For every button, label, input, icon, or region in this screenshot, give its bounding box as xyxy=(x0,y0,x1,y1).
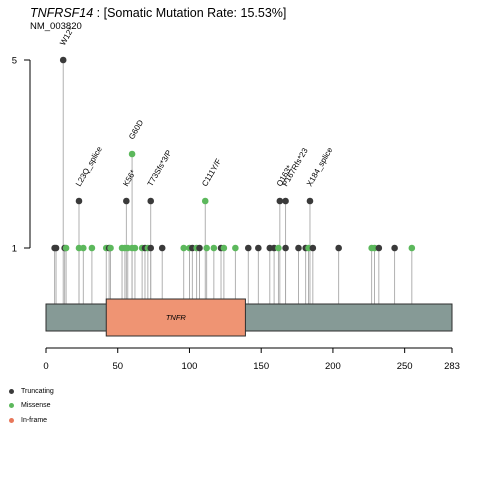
mutation-point xyxy=(220,244,228,252)
mutation-point xyxy=(59,56,67,64)
mutation-point xyxy=(275,244,282,252)
mutation-point xyxy=(158,244,166,252)
domain-box xyxy=(105,298,246,337)
mutation-point xyxy=(309,244,317,252)
mutation-point xyxy=(375,244,383,252)
mutation-point xyxy=(210,244,218,252)
mutation-point xyxy=(306,197,314,205)
legend: Truncating Missense In-frame xyxy=(9,384,54,428)
mutation-label: K56* xyxy=(121,168,137,188)
title-gene: TNFRSF14 xyxy=(30,6,94,20)
mutation-point xyxy=(335,244,342,252)
y-axis: 15 xyxy=(12,56,31,255)
mutation-points xyxy=(51,56,416,252)
protein-track: TNFR xyxy=(45,298,453,337)
mutation-label: G60D xyxy=(127,118,145,141)
mutation-point xyxy=(391,244,398,252)
mutation-point xyxy=(196,244,203,252)
x-axis: 0 50 100 150 200 250 283 xyxy=(43,347,460,372)
stems xyxy=(54,60,413,304)
mutation-label: L23Q_splice xyxy=(74,145,104,188)
mutation-point xyxy=(128,150,136,158)
mutation-point xyxy=(75,197,83,205)
mutation-point xyxy=(88,244,96,252)
x-tick-label: 50 xyxy=(112,361,123,372)
legend-label-truncating: Truncating xyxy=(21,387,54,395)
mutation-label: W12* xyxy=(58,26,76,47)
x-tick-label: 0 xyxy=(43,361,48,372)
legend-label-inframe: In-frame xyxy=(21,416,48,424)
mutation-point xyxy=(123,197,130,205)
mutation-point xyxy=(52,244,60,252)
mutation-point xyxy=(408,244,416,252)
legend-swatch-missense xyxy=(9,403,14,409)
legend-item-missense: Missense xyxy=(9,399,54,414)
mutation-point xyxy=(147,197,155,205)
mutation-point xyxy=(201,197,209,205)
x-tick-label: 250 xyxy=(397,361,413,372)
mutation-point xyxy=(282,244,289,252)
mutation-point xyxy=(295,244,302,252)
mutation-point xyxy=(147,244,155,252)
mutation-label: C111Y/F xyxy=(200,157,223,188)
mutation-point xyxy=(203,244,210,252)
x-tick-label: 100 xyxy=(182,361,198,372)
mutation-label: X184_splice xyxy=(305,145,335,188)
legend-swatch-truncating xyxy=(9,388,14,394)
mutation-point xyxy=(282,197,289,205)
legend-swatch-inframe xyxy=(9,417,14,423)
legend-item-inframe: In-frame xyxy=(9,413,54,428)
chart-subtitle: NM_003820 xyxy=(30,21,82,32)
title-rate: : [Somatic Mutation Rate: 15.53%] xyxy=(93,6,287,20)
mutation-point xyxy=(80,244,87,252)
legend-label-missense: Missense xyxy=(21,402,51,410)
y-tick-label: 1 xyxy=(12,244,17,255)
legend-item-truncating: Truncating xyxy=(9,384,54,399)
y-tick-label: 5 xyxy=(12,56,17,67)
mutation-point xyxy=(255,244,262,252)
mutation-label: T73Sfs*3/P xyxy=(146,148,174,188)
x-tick-label: 283 xyxy=(444,361,460,372)
mutation-point xyxy=(131,244,139,252)
chart-title: TNFRSF14 : [Somatic Mutation Rate: 15.53… xyxy=(30,6,286,20)
mutation-point xyxy=(180,244,188,252)
mutation-point xyxy=(62,244,70,252)
mutation-point xyxy=(107,244,114,252)
domain-label: TNFR xyxy=(166,313,187,322)
mutation-point xyxy=(244,244,252,252)
mutation-point xyxy=(232,244,239,252)
x-tick-label: 150 xyxy=(253,361,269,372)
x-tick-label: 200 xyxy=(325,361,341,372)
mutation-point xyxy=(276,197,284,205)
